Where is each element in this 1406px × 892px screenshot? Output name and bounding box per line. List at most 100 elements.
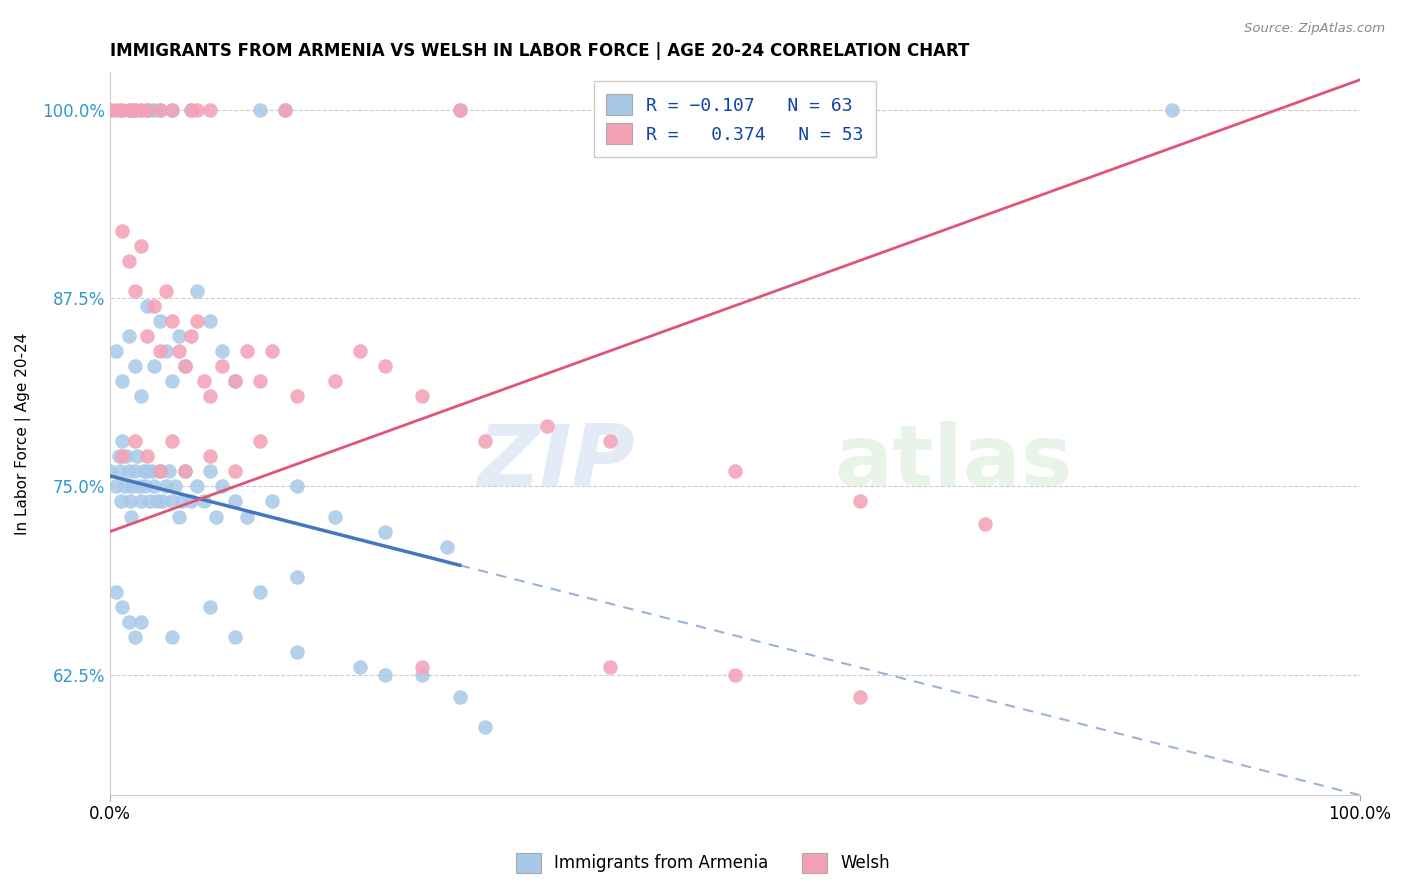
Legend: Immigrants from Armenia, Welsh: Immigrants from Armenia, Welsh [509,847,897,880]
Text: atlas: atlas [835,421,1073,504]
Point [172,494,194,508]
Point [162,103,184,117]
Point [249,103,271,117]
Point [274,103,297,117]
Point [157,464,180,478]
Point [198,389,221,403]
Point [111,599,134,614]
Point [118,329,141,343]
Point [105,584,128,599]
Point [180,103,202,117]
Point [167,509,190,524]
Point [149,103,172,117]
Point [124,284,146,298]
Point [167,329,190,343]
Legend: R = −0.107   N = 63, R =   0.374   N = 53: R = −0.107 N = 63, R = 0.374 N = 53 [593,81,876,157]
Point [142,479,165,493]
Point [174,464,197,478]
Point [599,660,621,674]
Point [174,464,197,478]
Point [262,343,284,358]
Text: Source: ZipAtlas.com: Source: ZipAtlas.com [1244,22,1385,36]
Point [127,450,149,464]
Point [224,374,246,388]
Point [449,690,471,705]
Point [193,494,215,508]
Point [848,690,870,705]
Point [98,464,121,478]
Point [724,464,747,478]
Point [186,314,208,328]
Point [129,494,152,508]
Point [274,103,297,117]
Point [149,464,172,478]
Point [287,570,309,584]
Point [129,615,152,629]
Point [118,253,141,268]
Point [162,434,184,449]
Point [129,238,152,252]
Point [262,494,284,508]
Point [180,494,202,508]
Point [724,667,747,681]
Point [211,479,233,493]
Point [236,509,259,524]
Point [449,103,471,117]
Point [124,359,146,373]
Point [105,479,128,493]
Point [374,524,396,539]
Point [287,389,309,403]
Point [193,374,215,388]
Point [111,434,134,449]
Point [136,329,159,343]
Point [167,343,190,358]
Point [149,343,172,358]
Point [107,450,129,464]
Point [121,103,143,117]
Y-axis label: In Labor Force | Age 20-24: In Labor Force | Age 20-24 [15,333,31,535]
Point [349,660,371,674]
Point [146,494,169,508]
Point [186,103,208,117]
Point [149,103,172,117]
Point [136,103,159,117]
Point [124,630,146,644]
Point [349,343,371,358]
Point [118,464,141,478]
Point [129,103,152,117]
Point [108,103,131,117]
Point [180,103,202,117]
Point [374,667,396,681]
Point [180,329,202,343]
Point [155,479,177,493]
Point [411,667,433,681]
Point [111,374,134,388]
Point [224,464,246,478]
Point [848,494,870,508]
Point [411,660,433,674]
Point [236,343,259,358]
Point [186,479,208,493]
Point [142,299,165,313]
Point [128,479,150,493]
Point [162,374,184,388]
Point [1161,103,1184,117]
Point [162,494,184,508]
Point [142,103,165,117]
Point [186,284,208,298]
Point [136,464,159,478]
Point [136,299,159,313]
Point [162,103,184,117]
Point [155,284,177,298]
Point [198,599,221,614]
Point [139,494,162,508]
Point [374,359,396,373]
Point [249,584,271,599]
Point [98,103,121,117]
Point [287,479,309,493]
Point [198,314,221,328]
Point [198,464,221,478]
Text: IMMIGRANTS FROM ARMENIA VS WELSH IN LABOR FORCE | AGE 20-24 CORRELATION CHART: IMMIGRANTS FROM ARMENIA VS WELSH IN LABO… [110,42,969,60]
Point [323,374,346,388]
Point [155,343,177,358]
